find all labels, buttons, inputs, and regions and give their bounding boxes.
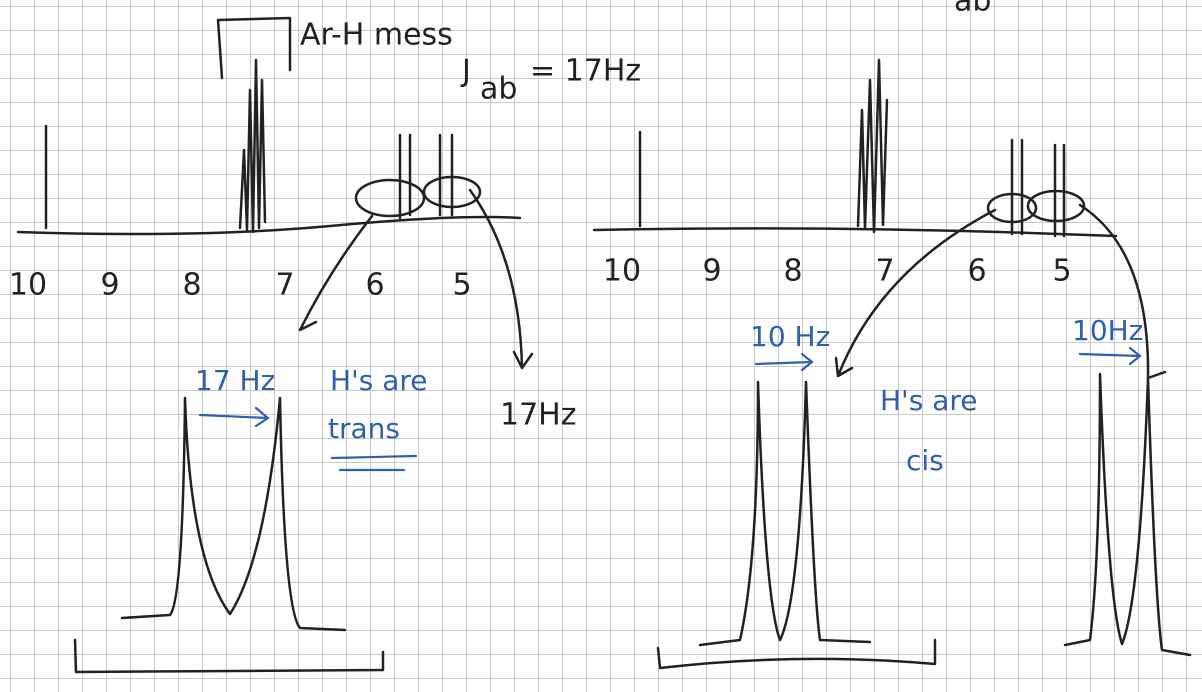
axis-label: 5: [452, 268, 471, 303]
arrow: [200, 408, 268, 426]
axis-label: 7: [275, 268, 294, 303]
top-right-text: ab: [954, 0, 991, 19]
axis-label: 10: [603, 254, 641, 289]
coupling-label: 17 Hz: [195, 364, 275, 397]
arrow: [300, 216, 372, 330]
coupling-label: 10 Hz: [750, 320, 830, 353]
arrow: [1080, 205, 1165, 378]
baseline: [594, 228, 1116, 236]
aromatic-peaks: [240, 60, 265, 232]
axis-label: 8: [182, 268, 201, 303]
notes: ab Ar-H mess J ab = 17Hz 17 Hz H's are t…: [0, 0, 1202, 692]
doublet: [700, 382, 870, 645]
axis-label: 9: [702, 254, 721, 289]
underline: [332, 456, 416, 470]
axis-label: 7: [875, 254, 894, 289]
annotation: Ar-H mess: [300, 18, 453, 53]
j-subscript: ab: [480, 72, 517, 107]
bracket: [218, 18, 290, 78]
aromatic-peaks: [858, 60, 887, 232]
axis-label: 5: [1052, 254, 1071, 289]
axis-label: 8: [783, 254, 802, 289]
note-line: H's are: [330, 364, 428, 397]
integral: [75, 640, 383, 672]
axis-label: 10: [9, 268, 47, 303]
circle: [356, 180, 424, 216]
axis-label: 6: [365, 268, 384, 303]
arrow: [756, 354, 812, 370]
coupling-label: 10Hz: [1072, 314, 1143, 347]
doublet: [1065, 374, 1190, 655]
note-line: cis: [906, 444, 944, 477]
arrow: [1080, 348, 1140, 364]
axis-label: 9: [100, 268, 119, 303]
doublet: [122, 398, 345, 630]
axis-label: 6: [967, 254, 986, 289]
page: ab Ar-H mess J ab = 17Hz 17 Hz H's are t…: [0, 0, 1202, 692]
arrow: [836, 210, 995, 376]
j-symbol: J: [460, 54, 471, 89]
j-value: = 17Hz: [530, 54, 641, 89]
baseline: [18, 217, 520, 234]
note-line: H's are: [880, 384, 978, 417]
side-label: 17Hz: [500, 398, 576, 433]
note-line: trans: [328, 412, 400, 445]
